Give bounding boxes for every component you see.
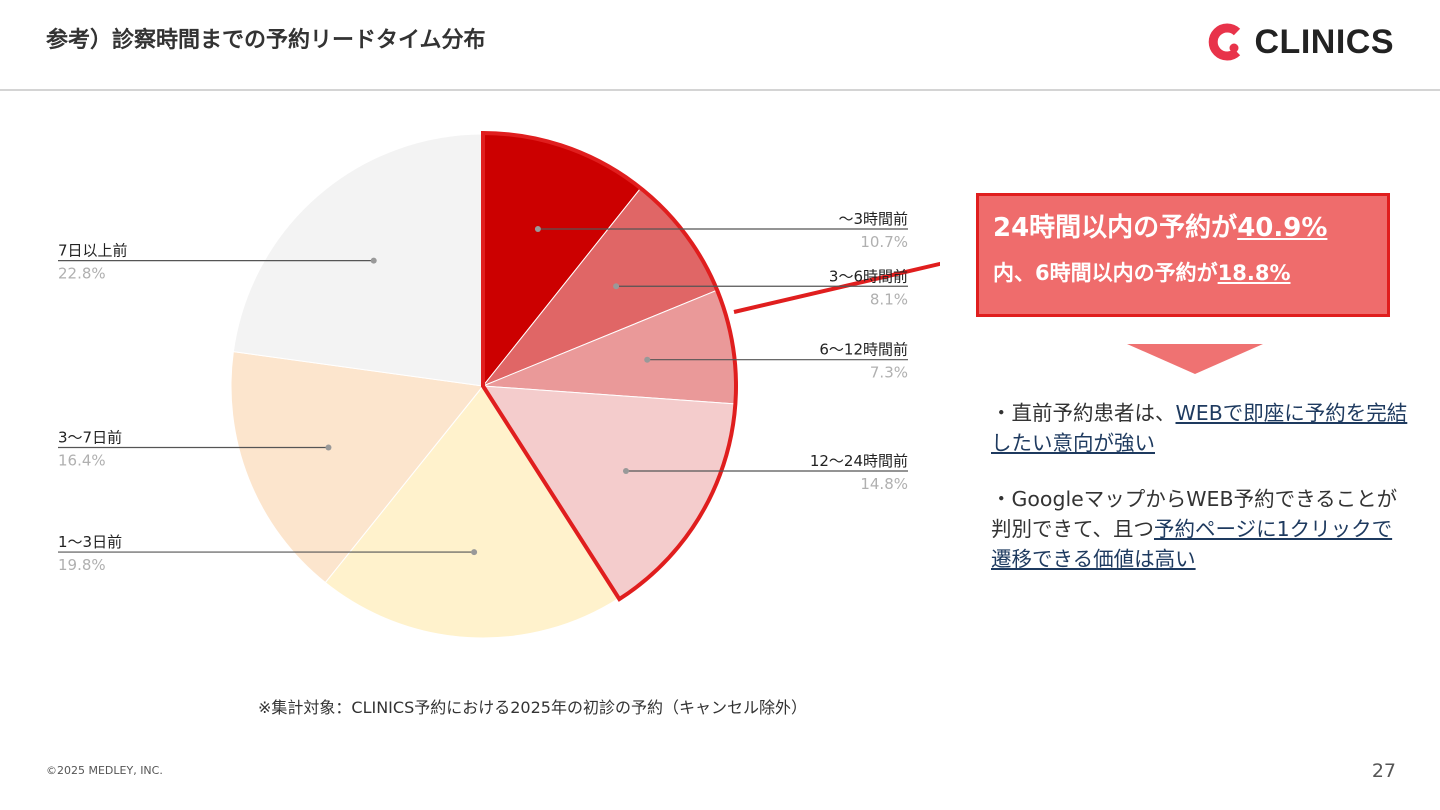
footnote: ※集計対象：CLINICS予約における2025年の初診の予約（キャンセル除外） xyxy=(258,698,807,717)
slice-value-label: 19.8% xyxy=(58,556,106,574)
bullet-item: ・直前予約患者は、WEBで即座に予約を完結したい意向が強い xyxy=(991,398,1411,458)
pie-chart: 〜3時間前 10.7% 3〜6時間前 8.1% 6〜12時間前 7.3% 12〜24時間前 1… xyxy=(58,130,940,639)
leader-dot xyxy=(325,444,332,451)
callout-line-2: 内、6時間以内の予約が18.8% xyxy=(993,256,1373,290)
pie-slice xyxy=(324,385,620,639)
pie-slice xyxy=(230,351,484,584)
bullet-list: ・直前予約患者は、WEBで即座に予約を完結したい意向が強い ・Googleマップ… xyxy=(991,398,1411,600)
slice-label: 1〜3日前 xyxy=(58,533,122,551)
slice-label: 〜3時間前 xyxy=(838,210,908,228)
slice-value-label: 22.8% xyxy=(58,265,106,283)
slice-label: 3〜7日前 xyxy=(58,429,122,447)
slice-label: 7日以上前 xyxy=(58,242,128,260)
slice-value-label: 7.3% xyxy=(870,364,908,382)
page-title: 参考）診察時間までの予約リードタイム分布 xyxy=(46,28,486,53)
callout-line-2-prefix: 内、6時間以内の予約が xyxy=(993,261,1218,285)
slice-label: 3〜6時間前 xyxy=(829,267,908,285)
leader-dot xyxy=(534,226,541,233)
bullet-item: ・GoogleマップからWEB予約できることが判別できて、且つ予約ページに1クリ… xyxy=(991,484,1411,574)
slice-value-label: 10.7% xyxy=(860,233,908,251)
leader-dot xyxy=(613,283,620,290)
bullet-1-underlined-text: WEBで即座に予約を完結したい意向が強い xyxy=(991,401,1408,455)
slice-label: 6〜12時間前 xyxy=(819,341,908,359)
callout-line-2-value: 18.8% xyxy=(1217,261,1291,285)
callout-line-1: 24時間以内の予約が40.9% xyxy=(993,208,1373,248)
copyright: ©2025 MEDLEY, INC. xyxy=(46,764,163,777)
callout-connector xyxy=(733,261,940,314)
callout-box: 24時間以内の予約が40.9% 内、6時間以内の予約が18.8% xyxy=(976,193,1390,317)
header-divider xyxy=(0,89,1440,91)
callout-line-1-prefix: 24時間以内の予約が xyxy=(993,213,1238,243)
leader-dot xyxy=(370,257,377,264)
slice-value-label: 16.4% xyxy=(58,452,106,470)
pie-slice xyxy=(232,133,484,387)
logo-text: CLINICS xyxy=(1254,22,1394,61)
callout-line-1-value: 40.9% xyxy=(1237,213,1328,243)
slice-label: 12〜24時間前 xyxy=(810,452,908,470)
leader-dot xyxy=(622,467,629,474)
clinics-logo-icon xyxy=(1208,23,1240,61)
bullet-2-underlined-text: 予約ページに1クリックで遷移できる価値は高い xyxy=(991,517,1393,571)
highlight-outline xyxy=(481,130,738,602)
leader-dot xyxy=(644,356,651,363)
slice-value-label: 8.1% xyxy=(870,290,908,308)
bullet-1-text: ・直前予約患者は、 xyxy=(991,401,1176,425)
page-number: 27 xyxy=(1371,760,1396,782)
leader-dot xyxy=(471,549,478,556)
clinics-logo: CLINICS xyxy=(1207,22,1395,62)
slice-value-label: 14.8% xyxy=(860,475,908,493)
down-arrow-icon xyxy=(1127,344,1263,374)
bullet-2-text: ・GoogleマップからWEB予約できることが判別できて、且つ xyxy=(991,487,1398,541)
